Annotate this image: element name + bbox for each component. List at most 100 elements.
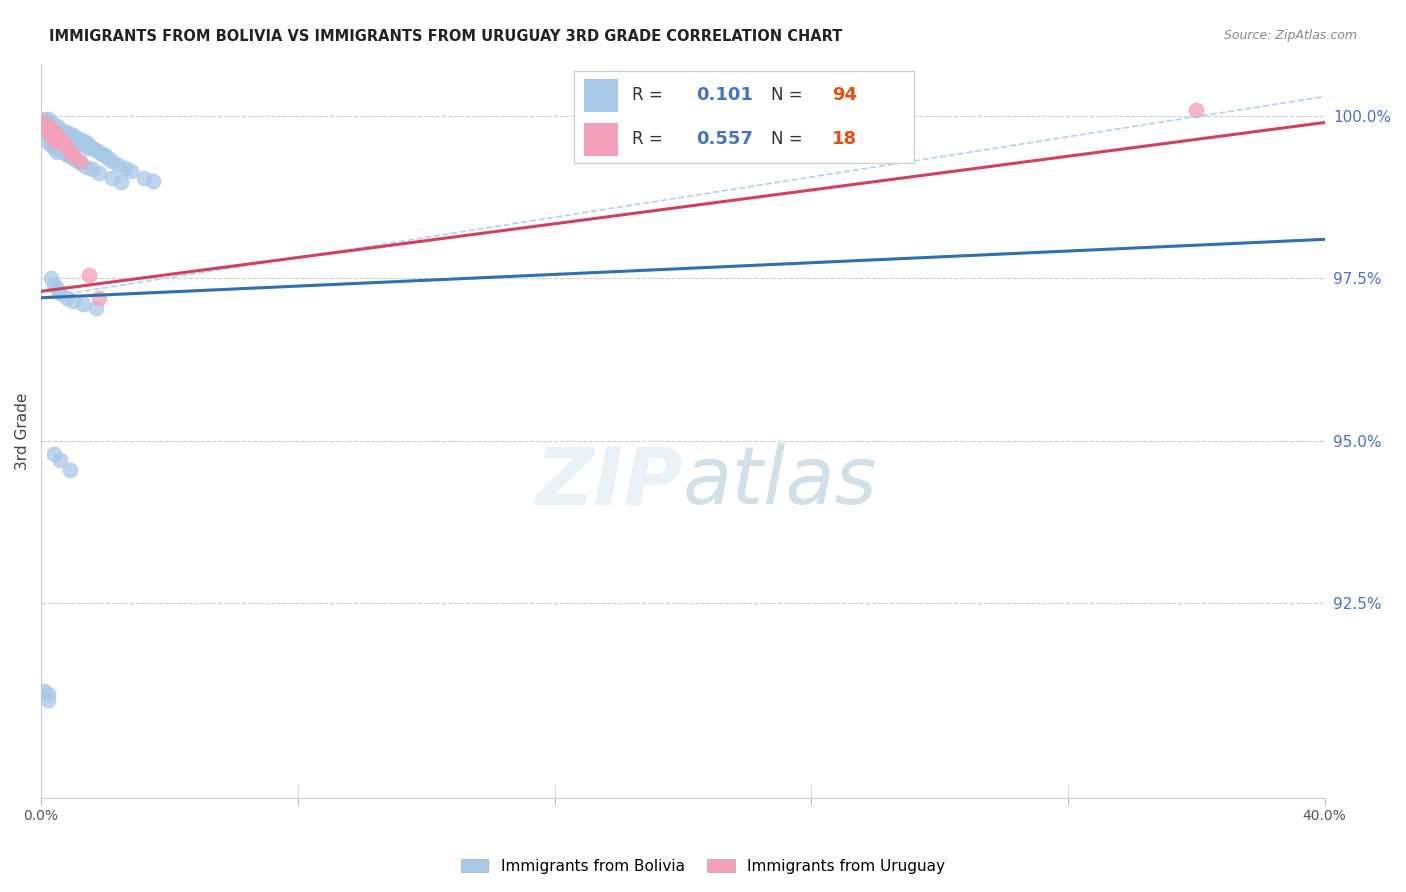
Point: [39, 125, 62, 139]
Text: IMMIGRANTS FROM BOLIVIA VS IMMIGRANTS FROM URUGUAY 3RD GRADE CORRELATION CHART: IMMIGRANTS FROM BOLIVIA VS IMMIGRANTS FR…: [49, 29, 842, 44]
Point: [49, 453, 72, 467]
Point: [107, 158, 129, 172]
Point: [91, 146, 114, 161]
Point: [77, 138, 100, 153]
Point: [49, 122, 72, 136]
Point: [42, 447, 65, 461]
Point: [87, 145, 110, 159]
Point: [100, 154, 122, 169]
Point: [100, 170, 122, 185]
Point: [142, 174, 165, 188]
Point: [49, 128, 72, 143]
Point: [132, 170, 155, 185]
Point: [46, 128, 69, 143]
Point: [62, 151, 84, 165]
Point: [52, 125, 75, 139]
Point: [37, 693, 59, 707]
Point: [39, 138, 62, 153]
Point: [62, 132, 84, 146]
Point: [39, 122, 62, 136]
Point: [94, 148, 117, 162]
Point: [75, 138, 97, 153]
Point: [46, 125, 69, 139]
Point: [55, 125, 77, 139]
Point: [77, 268, 100, 282]
Point: [65, 132, 87, 146]
Point: [55, 140, 77, 154]
Point: [69, 155, 91, 169]
Point: [37, 687, 59, 701]
Point: [42, 119, 65, 133]
Point: [37, 125, 59, 139]
Point: [49, 132, 72, 146]
Point: [49, 285, 72, 300]
Point: [39, 115, 62, 129]
Point: [59, 128, 82, 143]
Point: [55, 128, 77, 143]
Point: [69, 154, 91, 169]
Point: [42, 141, 65, 155]
Point: [59, 463, 82, 477]
Point: [52, 136, 75, 151]
Point: [37, 135, 59, 149]
Point: [69, 132, 91, 146]
Point: [120, 164, 142, 178]
Point: [46, 132, 69, 146]
Point: [49, 125, 72, 139]
Point: [65, 135, 87, 149]
Point: [49, 132, 72, 146]
Point: [34, 112, 56, 127]
Text: ZIP: ZIP: [536, 443, 683, 521]
Point: [97, 151, 120, 165]
Point: [52, 128, 75, 143]
Point: [55, 132, 77, 146]
Point: [75, 135, 97, 149]
Point: [42, 125, 65, 139]
Point: [37, 112, 59, 127]
Point: [62, 128, 84, 143]
Point: [46, 281, 69, 295]
Point: [39, 128, 62, 143]
Legend: Immigrants from Bolivia, Immigrants from Uruguay: Immigrants from Bolivia, Immigrants from…: [454, 853, 952, 880]
Point: [59, 145, 82, 159]
Point: [82, 141, 104, 155]
Point: [46, 138, 69, 153]
Point: [42, 128, 65, 143]
Point: [62, 135, 84, 149]
Point: [37, 128, 59, 143]
Point: [34, 115, 56, 129]
Point: [62, 148, 84, 162]
Point: [42, 125, 65, 139]
Point: [39, 132, 62, 146]
Point: [49, 143, 72, 157]
Point: [59, 149, 82, 163]
Point: [46, 145, 69, 159]
Point: [39, 119, 62, 133]
Point: [72, 135, 94, 149]
Text: Source: ZipAtlas.com: Source: ZipAtlas.com: [1223, 29, 1357, 42]
Point: [69, 135, 91, 149]
Point: [46, 128, 69, 143]
Point: [46, 135, 69, 149]
Point: [84, 143, 107, 157]
Point: [55, 291, 77, 305]
Point: [34, 115, 56, 129]
Point: [72, 297, 94, 311]
Point: [34, 119, 56, 133]
Point: [42, 122, 65, 136]
Point: [37, 115, 59, 129]
Point: [62, 293, 84, 308]
Point: [46, 119, 69, 133]
Point: [84, 301, 107, 315]
Point: [1185, 103, 1208, 117]
Point: [46, 122, 69, 136]
Point: [65, 153, 87, 168]
Point: [39, 122, 62, 136]
Point: [59, 132, 82, 146]
Point: [114, 161, 136, 175]
Point: [110, 175, 132, 189]
Point: [75, 160, 97, 174]
Point: [34, 683, 56, 698]
Point: [39, 271, 62, 285]
Point: [37, 122, 59, 136]
